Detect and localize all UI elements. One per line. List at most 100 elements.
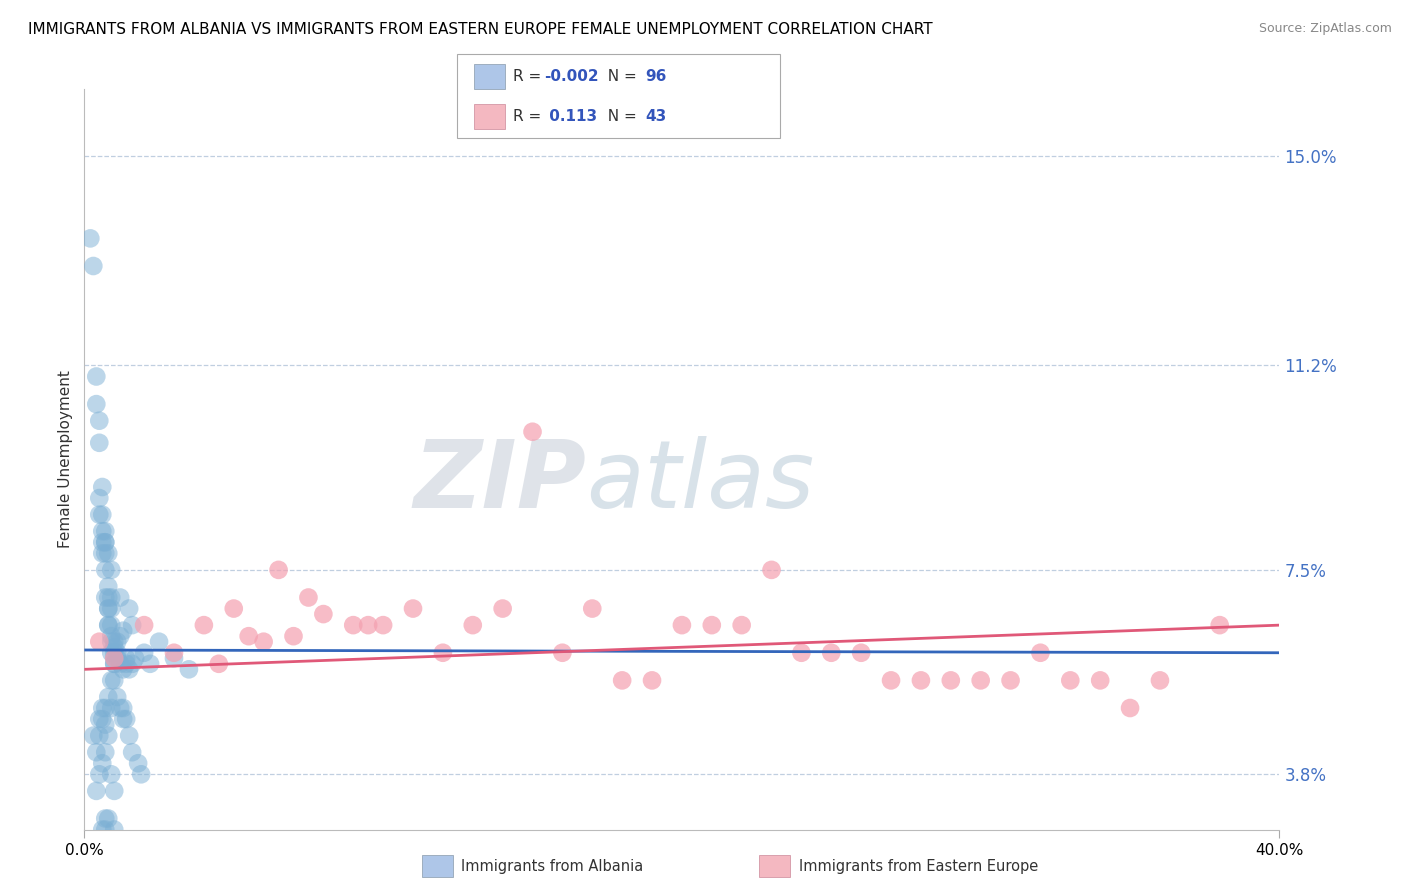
Point [97, 839, 120, 854]
Point [238, 629, 260, 643]
Point [253, 634, 276, 648]
Text: ZIP: ZIP [413, 435, 586, 527]
Point [97, 729, 120, 743]
Point [105, 690, 128, 704]
Point [94, 535, 117, 549]
Point [91, 839, 114, 854]
Point [1209, 618, 1232, 632]
Point [100, 629, 122, 643]
Point [641, 673, 664, 688]
Point [94, 717, 117, 731]
Point [970, 673, 993, 688]
Point [97, 601, 120, 615]
Point [105, 634, 128, 648]
Point [110, 591, 132, 605]
Point [103, 634, 125, 648]
Point [112, 662, 135, 676]
Point [86, 784, 108, 798]
Point [522, 425, 544, 439]
Text: N =: N = [598, 69, 641, 84]
Point [124, 651, 146, 665]
Y-axis label: Female Unemployment: Female Unemployment [58, 370, 73, 549]
Point [97, 579, 120, 593]
Point [1000, 673, 1022, 688]
Point [103, 651, 125, 665]
Point [121, 657, 143, 671]
Point [86, 745, 108, 759]
Point [97, 601, 120, 615]
Point [342, 618, 364, 632]
Point [103, 651, 125, 665]
Point [100, 839, 122, 854]
Point [581, 601, 603, 615]
Text: Source: ZipAtlas.com: Source: ZipAtlas.com [1258, 22, 1392, 36]
Point [132, 646, 156, 660]
Point [1149, 673, 1171, 688]
Point [110, 629, 132, 643]
Point [127, 756, 149, 771]
Point [851, 646, 873, 660]
Point [103, 646, 125, 660]
Point [100, 601, 122, 615]
Point [89, 508, 111, 522]
Point [100, 767, 122, 781]
Point [671, 618, 693, 632]
Point [97, 812, 120, 826]
Point [94, 701, 117, 715]
Point [91, 756, 114, 771]
Text: Immigrants from Eastern Europe: Immigrants from Eastern Europe [799, 859, 1038, 873]
Point [94, 535, 117, 549]
Point [82, 259, 104, 273]
Text: R =: R = [513, 69, 547, 84]
Point [761, 563, 783, 577]
Point [103, 640, 125, 655]
Text: 0.113: 0.113 [544, 109, 598, 124]
Point [1029, 646, 1052, 660]
Point [357, 618, 380, 632]
Point [86, 397, 108, 411]
Point [222, 601, 245, 615]
Point [112, 701, 135, 715]
Point [103, 657, 125, 671]
Point [208, 657, 231, 671]
Point [91, 524, 114, 539]
Point [105, 651, 128, 665]
Point [91, 535, 114, 549]
Text: 43: 43 [645, 109, 666, 124]
Point [267, 563, 290, 577]
Point [492, 601, 515, 615]
Text: 96: 96 [645, 69, 666, 84]
Point [103, 822, 125, 837]
Point [91, 480, 114, 494]
Point [86, 369, 108, 384]
Point [132, 618, 156, 632]
Text: N =: N = [598, 109, 641, 124]
Point [100, 634, 122, 648]
Point [820, 646, 842, 660]
Point [312, 607, 335, 621]
Point [110, 657, 132, 671]
Point [118, 729, 141, 743]
Point [297, 591, 319, 605]
Point [94, 546, 117, 560]
Point [89, 729, 111, 743]
Point [112, 624, 135, 638]
Point [97, 618, 120, 632]
Point [115, 657, 138, 671]
Text: atlas: atlas [586, 436, 814, 527]
Point [148, 634, 170, 648]
Point [94, 745, 117, 759]
Point [97, 618, 120, 632]
Point [91, 712, 114, 726]
Point [121, 745, 143, 759]
Point [91, 701, 114, 715]
Point [94, 591, 117, 605]
Point [97, 690, 120, 704]
Point [551, 646, 574, 660]
Point [100, 701, 122, 715]
Point [91, 822, 114, 837]
Point [1059, 673, 1081, 688]
Point [100, 563, 122, 577]
Point [103, 784, 125, 798]
Point [94, 812, 117, 826]
